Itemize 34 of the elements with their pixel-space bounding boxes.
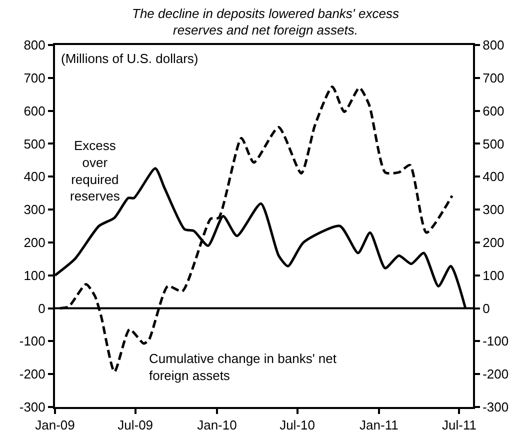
y-tick-label: -300 — [19, 400, 46, 415]
y2-tick-label: -100 — [482, 334, 509, 349]
y2-tick-label: -300 — [482, 400, 509, 415]
y-tick-label: -100 — [19, 334, 46, 349]
series-label: Excess over required reserves — [70, 138, 120, 204]
y-tick-label: 800 — [24, 38, 46, 53]
y-tick-label: 700 — [24, 70, 46, 86]
y2-tick-label: 100 — [482, 268, 504, 283]
y-tick-label: 100 — [24, 268, 46, 283]
y-tick-label: 500 — [24, 136, 46, 152]
x-tick-label: Jul-11 — [442, 418, 476, 433]
annotation: (Millions of U.S. dollars) — [61, 51, 198, 66]
y2-tick-label: 0 — [482, 300, 490, 316]
y2-tick-label: 600 — [482, 103, 504, 118]
y2-tick-label: 700 — [482, 70, 504, 86]
x-tick-label: Jul-09 — [118, 418, 154, 433]
y2-tick-label: 800 — [482, 38, 504, 53]
x-tick-label: Jan-11 — [360, 418, 398, 433]
series-label: Cumulative change in banks' net foreign assets — [149, 351, 337, 383]
y2-tick-label: 200 — [482, 235, 504, 250]
y2-tick-label: 300 — [482, 202, 504, 218]
y-tick-label: -200 — [19, 366, 46, 382]
x-tick-label: Jan-10 — [197, 418, 237, 433]
chart-title: The decline in deposits lowered banks' excess reserves and net foreign assets. — [132, 6, 400, 38]
y2-tick-label: 400 — [482, 169, 504, 184]
y-tick-label: 600 — [24, 103, 46, 118]
x-tick-label: Jan-09 — [35, 418, 75, 433]
y-tick-label: 200 — [24, 235, 46, 250]
y-tick-label: 0 — [38, 300, 46, 316]
x-tick-label: Jul-10 — [280, 418, 315, 433]
y2-tick-label: -200 — [482, 366, 509, 382]
y-tick-label: 300 — [24, 202, 46, 218]
y-tick-label: 400 — [24, 169, 46, 184]
y2-tick-label: 500 — [482, 136, 504, 152]
